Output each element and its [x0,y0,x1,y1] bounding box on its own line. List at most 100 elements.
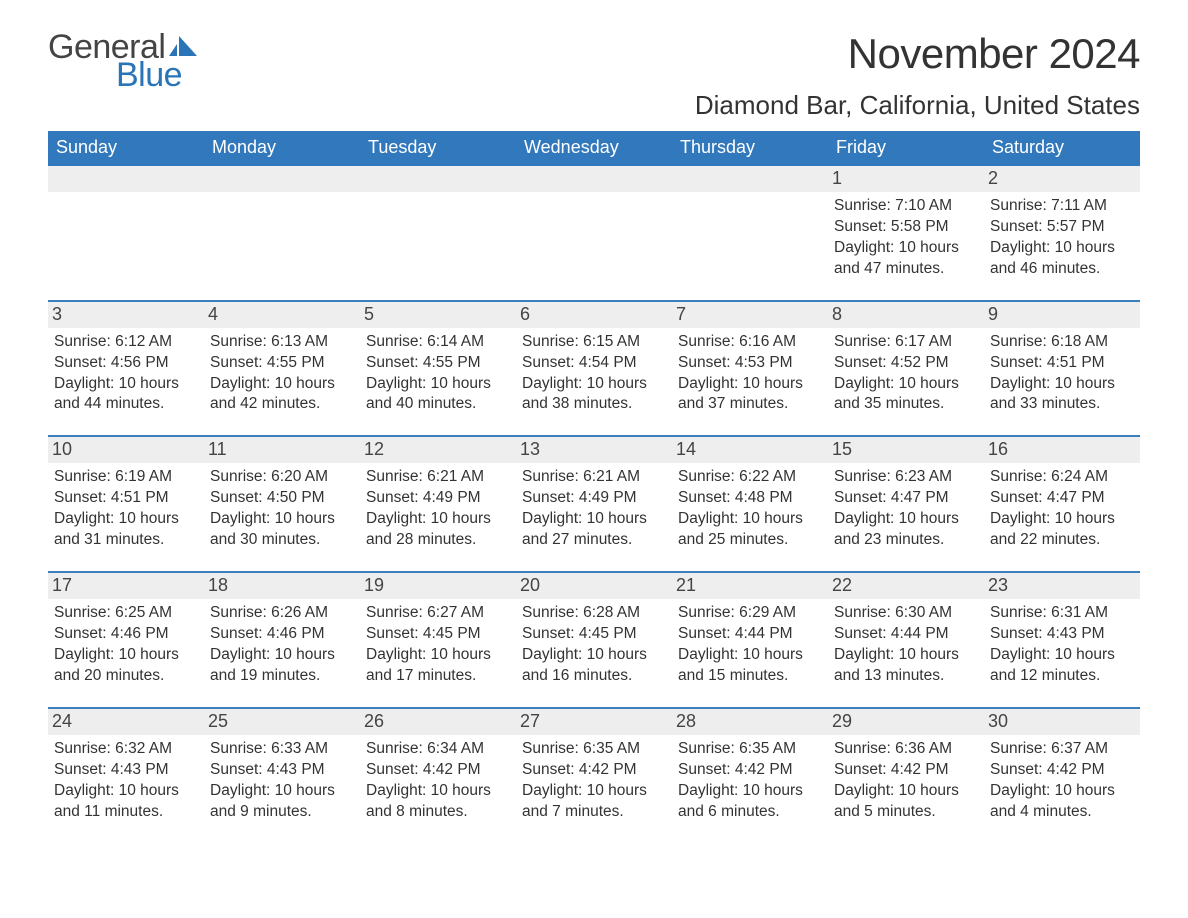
week-row: 1Sunrise: 7:10 AMSunset: 5:58 PMDaylight… [48,166,1140,286]
daylight-text: Daylight: 10 hours [54,509,198,530]
daylight-text: and 35 minutes. [834,394,978,415]
daylight-text: and 13 minutes. [834,666,978,687]
sunrise-text: Sunrise: 6:37 AM [990,739,1134,760]
daylight-text: and 23 minutes. [834,530,978,551]
daylight-text: Daylight: 10 hours [834,509,978,530]
day-cell: 23Sunrise: 6:31 AMSunset: 4:43 PMDayligh… [984,573,1140,693]
day-cell [516,166,672,286]
daylight-text: Daylight: 10 hours [990,238,1134,259]
daylight-text: and 4 minutes. [990,802,1134,823]
daylight-text: Daylight: 10 hours [990,374,1134,395]
daylight-text: and 17 minutes. [366,666,510,687]
day-cell: 28Sunrise: 6:35 AMSunset: 4:42 PMDayligh… [672,709,828,829]
sunset-text: Sunset: 4:51 PM [990,353,1134,374]
weekday-header: Tuesday [360,131,516,166]
sunset-text: Sunset: 4:54 PM [522,353,666,374]
daylight-text: Daylight: 10 hours [678,645,822,666]
daylight-text: Daylight: 10 hours [54,645,198,666]
daylight-text: and 44 minutes. [54,394,198,415]
day-number: 18 [204,573,360,599]
day-number: 26 [360,709,516,735]
sunrise-text: Sunrise: 6:14 AM [366,332,510,353]
daylight-text: Daylight: 10 hours [210,781,354,802]
weekday-header: Friday [828,131,984,166]
day-cell: 30Sunrise: 6:37 AMSunset: 4:42 PMDayligh… [984,709,1140,829]
sunrise-text: Sunrise: 6:33 AM [210,739,354,760]
daylight-text: and 46 minutes. [990,259,1134,280]
daylight-text: Daylight: 10 hours [678,781,822,802]
day-cell: 4Sunrise: 6:13 AMSunset: 4:55 PMDaylight… [204,302,360,422]
daylight-text: Daylight: 10 hours [366,374,510,395]
sunrise-text: Sunrise: 6:18 AM [990,332,1134,353]
day-cell: 13Sunrise: 6:21 AMSunset: 4:49 PMDayligh… [516,437,672,557]
sunset-text: Sunset: 4:55 PM [210,353,354,374]
calendar: Sunday Monday Tuesday Wednesday Thursday… [48,131,1140,828]
day-number: 22 [828,573,984,599]
day-cell: 6Sunrise: 6:15 AMSunset: 4:54 PMDaylight… [516,302,672,422]
daylight-text: and 16 minutes. [522,666,666,687]
sunrise-text: Sunrise: 6:21 AM [366,467,510,488]
day-cell: 15Sunrise: 6:23 AMSunset: 4:47 PMDayligh… [828,437,984,557]
sunrise-text: Sunrise: 6:29 AM [678,603,822,624]
week-row: 3Sunrise: 6:12 AMSunset: 4:56 PMDaylight… [48,300,1140,422]
sunset-text: Sunset: 4:44 PM [678,624,822,645]
daylight-text: and 38 minutes. [522,394,666,415]
day-cell: 20Sunrise: 6:28 AMSunset: 4:45 PMDayligh… [516,573,672,693]
title-block: November 2024 Diamond Bar, California, U… [695,30,1140,121]
week-row: 17Sunrise: 6:25 AMSunset: 4:46 PMDayligh… [48,571,1140,693]
day-cell: 21Sunrise: 6:29 AMSunset: 4:44 PMDayligh… [672,573,828,693]
weekday-header: Thursday [672,131,828,166]
daylight-text: Daylight: 10 hours [678,509,822,530]
day-cell: 24Sunrise: 6:32 AMSunset: 4:43 PMDayligh… [48,709,204,829]
day-number: 12 [360,437,516,463]
daylight-text: and 12 minutes. [990,666,1134,687]
day-cell: 5Sunrise: 6:14 AMSunset: 4:55 PMDaylight… [360,302,516,422]
sunset-text: Sunset: 4:49 PM [366,488,510,509]
sunset-text: Sunset: 4:47 PM [834,488,978,509]
sunset-text: Sunset: 4:45 PM [366,624,510,645]
daylight-text: and 22 minutes. [990,530,1134,551]
day-cell [672,166,828,286]
day-number: 25 [204,709,360,735]
sunset-text: Sunset: 5:57 PM [990,217,1134,238]
day-number [516,166,672,192]
day-number: 30 [984,709,1140,735]
daylight-text: and 15 minutes. [678,666,822,687]
daylight-text: Daylight: 10 hours [210,509,354,530]
day-number: 1 [828,166,984,192]
daylight-text: Daylight: 10 hours [210,374,354,395]
day-number: 19 [360,573,516,599]
day-cell: 3Sunrise: 6:12 AMSunset: 4:56 PMDaylight… [48,302,204,422]
day-number: 20 [516,573,672,599]
sunset-text: Sunset: 4:42 PM [678,760,822,781]
daylight-text: Daylight: 10 hours [522,645,666,666]
sunset-text: Sunset: 4:42 PM [366,760,510,781]
day-number [48,166,204,192]
sunrise-text: Sunrise: 6:34 AM [366,739,510,760]
day-number: 13 [516,437,672,463]
sunset-text: Sunset: 4:51 PM [54,488,198,509]
daylight-text: and 27 minutes. [522,530,666,551]
sunrise-text: Sunrise: 6:13 AM [210,332,354,353]
daylight-text: and 7 minutes. [522,802,666,823]
sunrise-text: Sunrise: 6:16 AM [678,332,822,353]
sunrise-text: Sunrise: 7:11 AM [990,196,1134,217]
daylight-text: and 19 minutes. [210,666,354,687]
daylight-text: and 30 minutes. [210,530,354,551]
daylight-text: and 28 minutes. [366,530,510,551]
daylight-text: Daylight: 10 hours [834,781,978,802]
sunrise-text: Sunrise: 6:28 AM [522,603,666,624]
weekday-header: Saturday [984,131,1140,166]
day-number: 9 [984,302,1140,328]
sunrise-text: Sunrise: 6:17 AM [834,332,978,353]
day-number: 24 [48,709,204,735]
day-number: 27 [516,709,672,735]
day-cell: 17Sunrise: 6:25 AMSunset: 4:46 PMDayligh… [48,573,204,693]
sunrise-text: Sunrise: 6:21 AM [522,467,666,488]
header: General Blue November 2024 Diamond Bar, … [48,30,1140,121]
sunrise-text: Sunrise: 6:31 AM [990,603,1134,624]
day-number: 17 [48,573,204,599]
day-cell [204,166,360,286]
sunset-text: Sunset: 4:55 PM [366,353,510,374]
day-number: 15 [828,437,984,463]
